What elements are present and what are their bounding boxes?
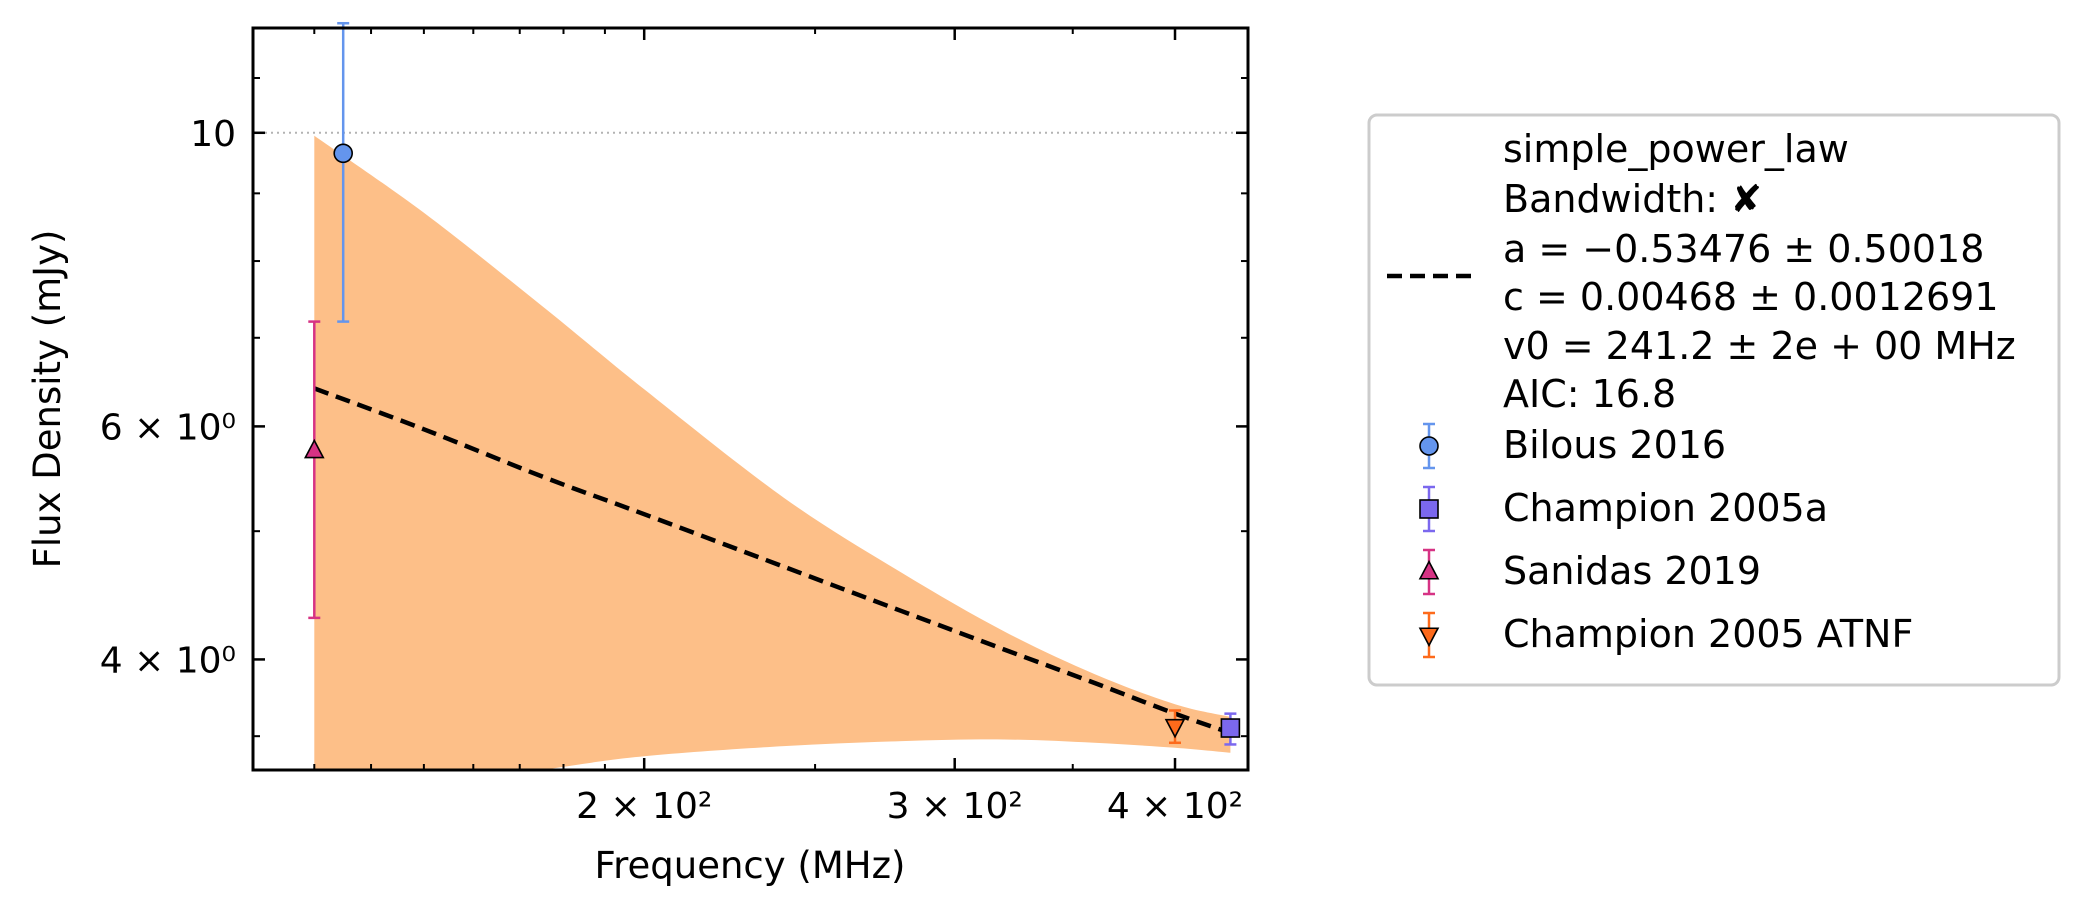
legend-fit-bandwidth: Bandwidth: ✘: [1503, 177, 1762, 221]
legend-fit-param-c: c = 0.00468 ± 0.0012691: [1503, 275, 1999, 319]
legend-label-0: Bilous 2016: [1503, 423, 1726, 467]
legend-series-entries: Bilous 2016 Champion 2005a Sanidas 2019 Cha…: [1418, 422, 1913, 659]
y-tick-label-0: 10: [190, 114, 236, 155]
legend-marker-1: [1419, 499, 1439, 519]
errorbar-2-0: [308, 320, 321, 620]
x-tick-label-0: 2 × 10²: [576, 786, 712, 827]
legend-frame: [1367, 113, 2061, 687]
x-tick-label-2: 4 × 10²: [1107, 786, 1243, 827]
x-axis-label: Frequency (MHz): [595, 844, 906, 887]
point-1-0: [1220, 718, 1241, 738]
y-tick-label-2: 4 × 10⁰: [100, 640, 236, 681]
plot-area: 2 × 10² 3 × 10² 4 × 10² 10 6 × 10⁰ 4 × 10⁰ Fr…: [26, 21, 1250, 887]
fit-line: [313, 386, 1232, 736]
axis-ticks: 2 × 10² 3 × 10² 4 × 10² 10 6 × 10⁰ 4 × 10⁰: [100, 28, 1248, 827]
fit-uncertainty-band: [314, 135, 1231, 770]
legend: simple_power_law Bandwidth: ✘ a = −0.534…: [1367, 113, 2061, 687]
legend-marker-0: [1419, 436, 1439, 456]
point-0-0: [333, 143, 353, 164]
legend-fit-param-a: a = −0.53476 ± 0.50018: [1503, 227, 1984, 271]
point-3-0: [1164, 718, 1186, 739]
legend-label-1: Champion 2005a: [1503, 486, 1828, 530]
point-2-0: [303, 438, 325, 459]
legend-fit-aic: AIC: 16.8: [1503, 372, 1676, 416]
y-tick-label-1: 6 × 10⁰: [100, 407, 236, 448]
legend-marker-3: [1418, 627, 1440, 648]
plot-frame: [251, 26, 1250, 772]
legend-label-3: Champion 2005 ATNF: [1503, 612, 1913, 656]
legend-fit-param-v0: v0 = 241.2 ± 2e + 00 MHz: [1503, 324, 2016, 368]
errorbar-0-0: [337, 21, 350, 323]
legend-fit-bandwidth-value: ✘: [1730, 177, 1762, 221]
y-axis-label: Flux Density (mJy): [26, 230, 69, 569]
x-tick-label-1: 3 × 10²: [887, 786, 1023, 827]
data-points: [303, 21, 1241, 746]
legend-marker-2: [1418, 559, 1440, 580]
legend-fit-model: simple_power_law: [1503, 127, 1849, 171]
legend-label-2: Sanidas 2019: [1503, 549, 1761, 593]
